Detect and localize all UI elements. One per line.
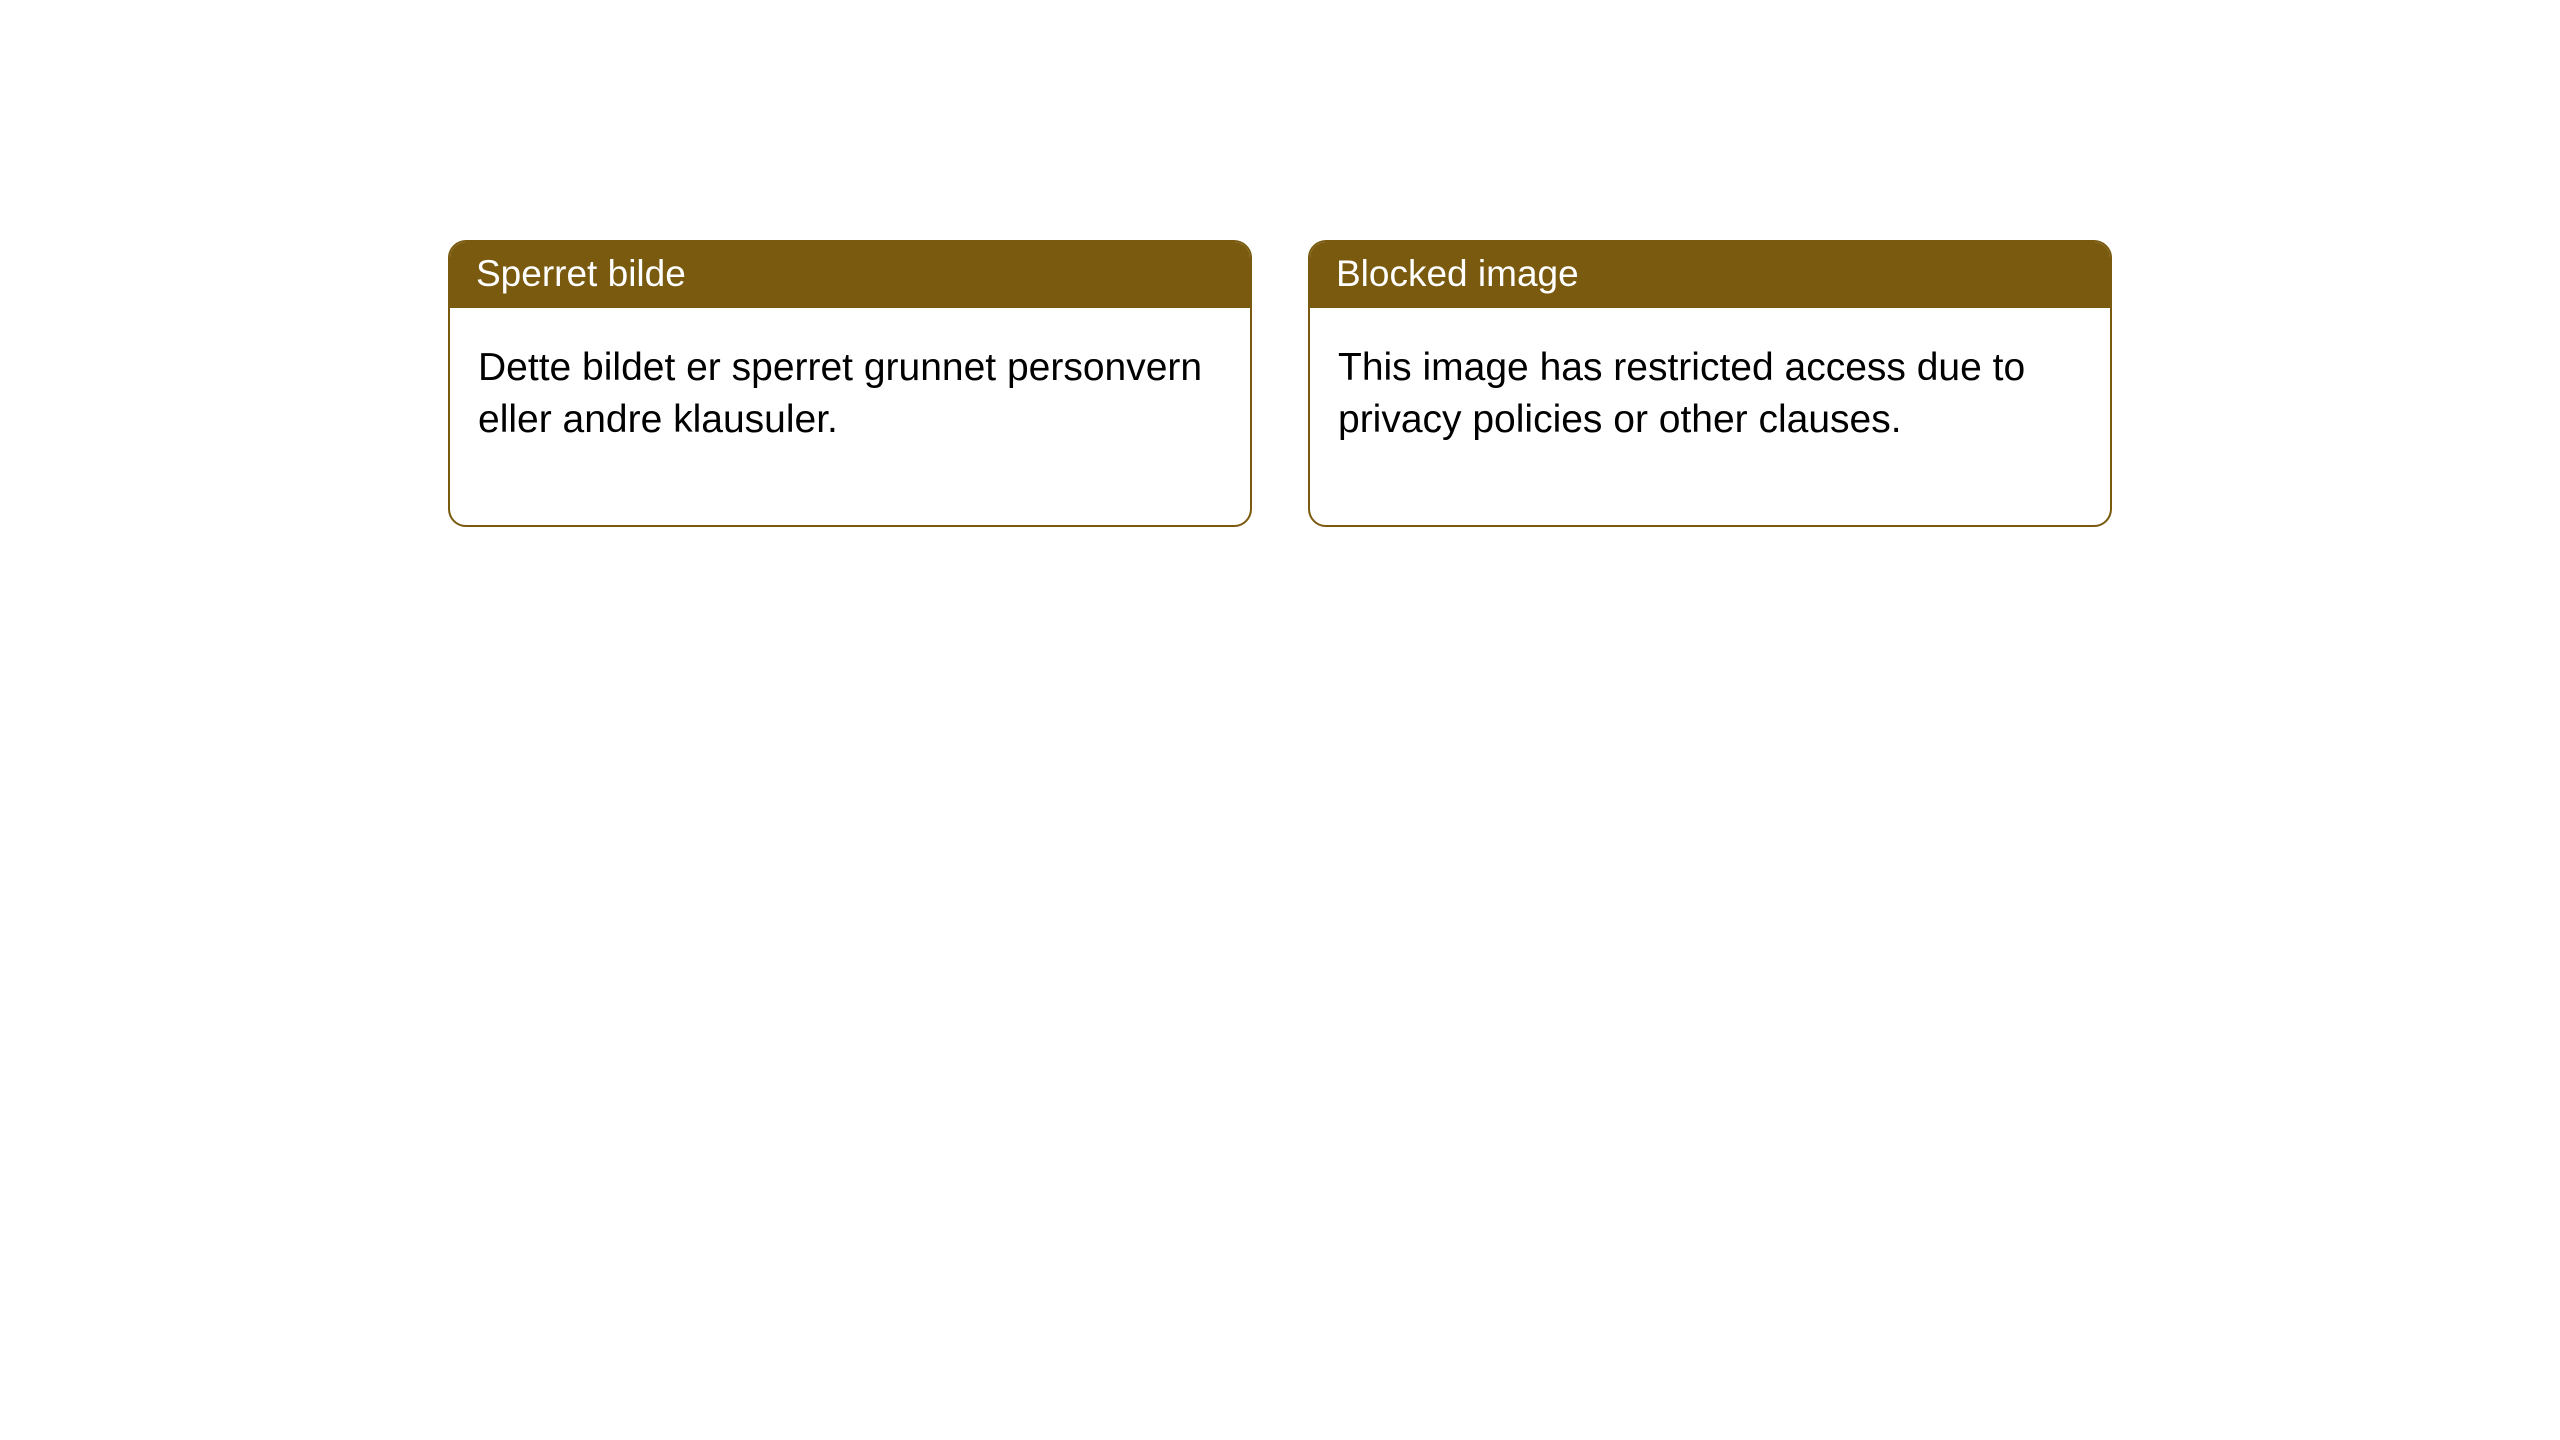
notice-body: This image has restricted access due to … [1310,308,2110,525]
notice-card-norwegian: Sperret bilde Dette bildet er sperret gr… [448,240,1252,527]
notice-body: Dette bildet er sperret grunnet personve… [450,308,1250,525]
notice-card-english: Blocked image This image has restricted … [1308,240,2112,527]
notice-header: Sperret bilde [450,242,1250,308]
notice-container: Sperret bilde Dette bildet er sperret gr… [0,0,2560,527]
notice-header: Blocked image [1310,242,2110,308]
